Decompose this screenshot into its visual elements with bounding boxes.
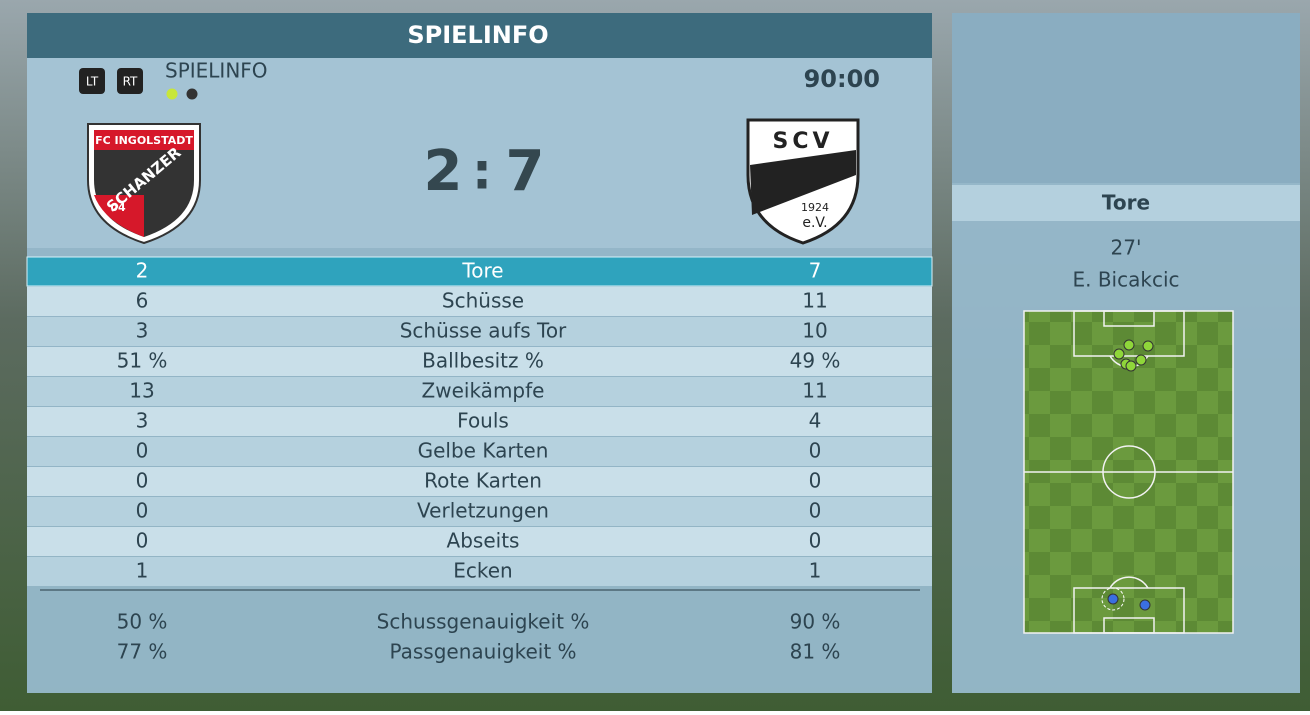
stat-label: Fouls xyxy=(457,409,509,433)
row xyxy=(27,557,932,586)
home-value: 0 xyxy=(136,469,149,493)
away-value: 10 xyxy=(802,319,827,343)
row xyxy=(27,377,932,406)
row xyxy=(27,287,932,316)
stat-label: Verletzungen xyxy=(417,499,549,523)
stat-label: Tore xyxy=(461,259,503,283)
row xyxy=(27,527,932,556)
logo-red xyxy=(94,195,144,237)
score-separator: : xyxy=(472,143,492,201)
away-value: 7 xyxy=(809,259,822,283)
stat-label: Ecken xyxy=(453,559,512,583)
home-value: 0 xyxy=(136,499,149,523)
away-value: 0 xyxy=(809,469,822,493)
logo-text: FC INGOLSTADT xyxy=(95,134,193,147)
button-label: RT xyxy=(123,75,138,89)
button-icon[interactable] xyxy=(117,68,143,94)
home-value: 3 xyxy=(136,409,149,433)
page-dot xyxy=(166,88,178,100)
stat-label: Schüsse xyxy=(442,289,524,313)
away-value: 0 xyxy=(809,439,822,463)
stat-label: Zweikämpfe xyxy=(422,379,545,403)
row xyxy=(27,497,932,526)
home-value: 50 % xyxy=(117,610,168,634)
stat-label: Gelbe Karten xyxy=(418,439,549,463)
home-value: 77 % xyxy=(117,640,168,664)
logo-band xyxy=(94,130,194,150)
page-dot xyxy=(186,88,198,100)
button-label: LT xyxy=(86,75,99,89)
stat-label: Rote Karten xyxy=(424,469,542,493)
away-value: 1 xyxy=(809,559,822,583)
home-value: 2 xyxy=(136,259,149,283)
row xyxy=(27,407,932,436)
side-title: Tore xyxy=(1102,191,1150,215)
row xyxy=(27,317,932,346)
row xyxy=(27,347,932,376)
away-value: 0 xyxy=(809,529,822,553)
logo-band xyxy=(750,150,856,215)
header-title: SPIELINFO xyxy=(407,21,548,49)
home-value: 0 xyxy=(136,529,149,553)
side-top xyxy=(952,13,1300,183)
clock: 90:00 xyxy=(804,65,880,93)
home-value: 1 xyxy=(136,559,149,583)
away-value: 90 % xyxy=(790,610,841,634)
row-highlight xyxy=(26,256,933,287)
logo-text: 04 xyxy=(110,201,126,214)
logo-text: e.V. xyxy=(802,215,827,231)
goal-player: E. Bicakcic xyxy=(1072,268,1179,292)
side-title-band xyxy=(952,185,1300,221)
row xyxy=(27,437,932,466)
stat-label: Abseits xyxy=(447,529,520,553)
header-bar xyxy=(27,13,932,58)
stat-label: Ballbesitz % xyxy=(422,349,544,373)
shot-markers xyxy=(1101,339,1154,611)
home-value: 51 % xyxy=(117,349,168,373)
home-value: 0 xyxy=(136,439,149,463)
home-value: 3 xyxy=(136,319,149,343)
row xyxy=(27,467,932,496)
away-value: 81 % xyxy=(790,640,841,664)
away-value: 0 xyxy=(809,499,822,523)
stat-label: Schussgenauigkeit % xyxy=(377,610,590,634)
away-value: 11 xyxy=(802,379,827,403)
stat-label: Passgenauigkeit % xyxy=(389,640,576,664)
button-icon[interactable] xyxy=(79,68,105,94)
home-value: 13 xyxy=(129,379,154,403)
subtitle: SPIELINFO xyxy=(165,59,268,83)
home-score: 2 xyxy=(424,139,463,204)
logo-text: SCV xyxy=(772,129,833,154)
logo-text: 1924 xyxy=(801,201,829,214)
away-value: 11 xyxy=(802,289,827,313)
away-score: 7 xyxy=(506,139,545,204)
away-value: 49 % xyxy=(790,349,841,373)
stat-label: Schüsse aufs Tor xyxy=(400,319,567,343)
goal-minute: 27' xyxy=(1111,236,1142,260)
away-value: 4 xyxy=(809,409,822,433)
home-value: 6 xyxy=(136,289,149,313)
